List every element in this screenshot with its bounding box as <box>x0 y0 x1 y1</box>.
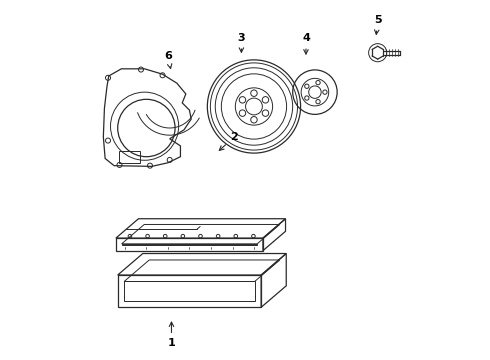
Text: 3: 3 <box>238 33 245 52</box>
Text: 2: 2 <box>220 132 238 150</box>
Text: 4: 4 <box>302 33 310 54</box>
Text: 6: 6 <box>164 51 172 68</box>
Text: 1: 1 <box>168 322 175 348</box>
Text: 5: 5 <box>374 15 382 34</box>
